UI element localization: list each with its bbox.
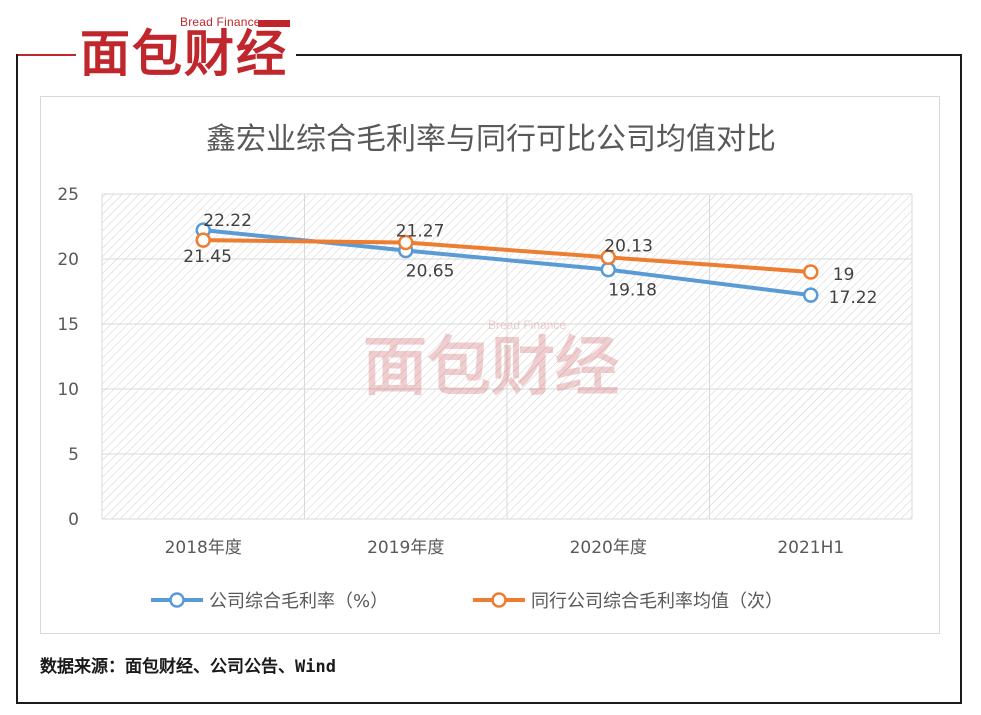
y-tick-label: 25 <box>57 185 79 205</box>
data-label: 17.22 <box>829 288 878 308</box>
legend: 公司综合毛利率（%） 同行公司综合毛利率均值（次） <box>151 591 783 612</box>
logo-accent-bar <box>258 20 290 27</box>
y-tick-label: 10 <box>57 380 79 400</box>
series-1-point <box>803 287 819 303</box>
data-label: 22.22 <box>203 211 252 231</box>
legend-label-1: 公司综合毛利率（%） <box>209 591 388 612</box>
y-tick-label: 20 <box>57 250 79 270</box>
series-1-point <box>600 261 616 278</box>
x-tick-label: 2021H1 <box>777 538 844 558</box>
frame-top-rule-right <box>296 54 962 56</box>
chart-title: 鑫宏业综合毛利率与同行可比公司均值对比 <box>206 122 776 157</box>
data-label: 21.27 <box>396 221 445 241</box>
x-tick-label: 2020年度 <box>570 538 647 558</box>
series-2-point <box>600 249 616 266</box>
x-tick-label: 2018年度 <box>165 538 242 558</box>
source-note: 数据来源：面包财经、公司公告、Wind <box>40 657 336 677</box>
series-2-point <box>195 232 211 248</box>
chart-area: 鑫宏业综合毛利率与同行可比公司均值对比 0 5 10 15 20 25 2018年度 201… <box>40 96 940 634</box>
outer-frame <box>16 54 962 704</box>
y-tick-label: 0 <box>68 510 79 530</box>
legend-label-2: 同行公司综合毛利率均值（次） <box>531 591 783 612</box>
y-axis-ticks: 0 5 10 15 20 25 <box>57 185 79 530</box>
frame-top-rule-left <box>16 54 76 56</box>
series-2-point <box>398 234 414 251</box>
watermark-cn: 面包财经 <box>363 331 619 405</box>
series-layer <box>195 222 819 303</box>
y-tick-label: 15 <box>57 315 79 335</box>
series-2-point <box>803 264 819 280</box>
watermark-en: Bread Finance <box>488 318 566 332</box>
data-label: 21.45 <box>183 247 232 267</box>
data-label: 20.65 <box>406 262 455 282</box>
data-labels: 22.22 20.65 19.18 17.22 21.45 21.27 20.13 19 <box>183 211 877 308</box>
y-tick-label: 5 <box>68 445 79 465</box>
brand-name-en: Bread Finance <box>180 15 261 29</box>
data-label: 19.18 <box>608 281 657 301</box>
series-line-2 <box>203 238 811 274</box>
legend-marker-2 <box>491 592 507 608</box>
brand-name-cn: 面包财经 <box>80 25 288 83</box>
data-label: 20.13 <box>604 236 653 256</box>
x-axis-ticks: 2018年度 2019年度 2020年度 2021H1 <box>165 538 845 558</box>
data-label: 19 <box>833 265 855 285</box>
legend-marker-1 <box>169 592 185 608</box>
x-tick-label: 2019年度 <box>367 538 444 558</box>
